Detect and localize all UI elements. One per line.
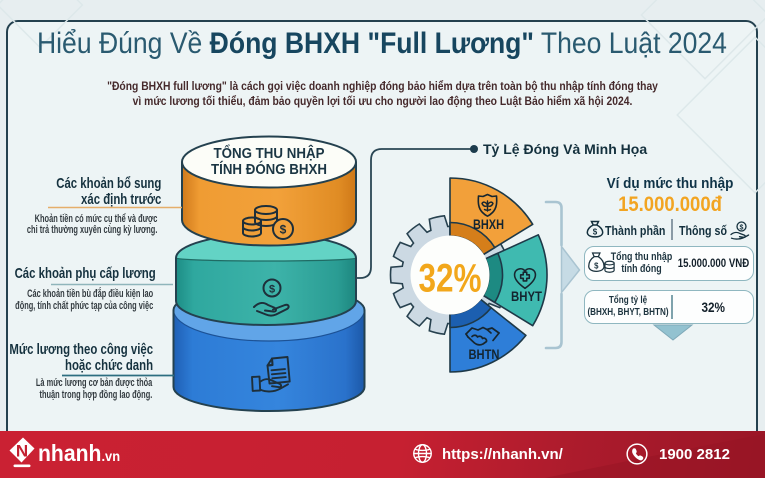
svg-text:BHTN: BHTN	[469, 347, 500, 362]
svg-text:32%: 32%	[419, 257, 482, 301]
svg-text:BHXH: BHXH	[473, 217, 504, 232]
svg-text:$: $	[269, 284, 275, 296]
svg-text:TÍNH ĐÓNG BHXH: TÍNH ĐÓNG BHXH	[211, 160, 327, 178]
svg-text:TỔNG THU NHẬP: TỔNG THU NHẬP	[214, 144, 325, 162]
svg-text:BHYT: BHYT	[511, 289, 543, 304]
svg-text:$: $	[594, 262, 599, 271]
svg-text:$: $	[593, 228, 598, 237]
svg-text:$: $	[280, 223, 287, 237]
svg-text:$: $	[740, 225, 744, 232]
svg-text:N: N	[16, 442, 28, 461]
